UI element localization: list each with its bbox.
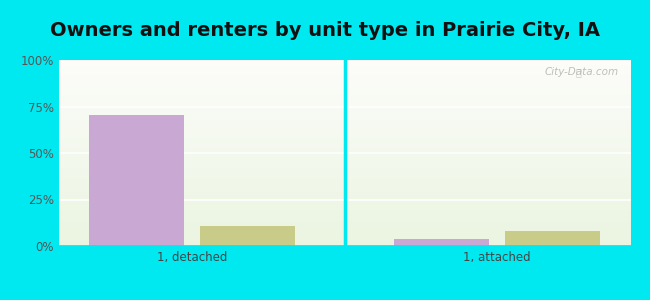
Text: Owners and renters by unit type in Prairie City, IA: Owners and renters by unit type in Prair…: [50, 21, 600, 40]
Text: City-Data.com: City-Data.com: [545, 68, 619, 77]
Bar: [89, 115, 185, 246]
Text: ⓘ: ⓘ: [576, 68, 582, 77]
Bar: [504, 231, 600, 246]
Bar: [394, 238, 489, 246]
Bar: [200, 226, 295, 246]
